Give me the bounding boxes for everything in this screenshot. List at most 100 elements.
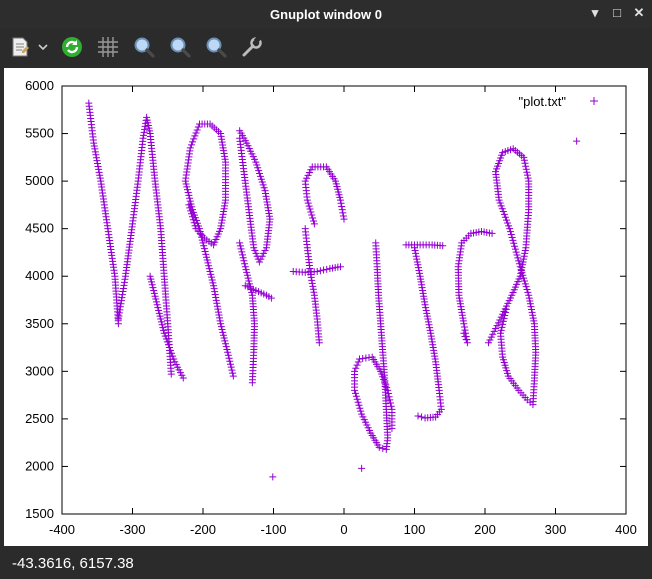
data-point [340, 215, 348, 223]
data-point [414, 412, 422, 420]
data-point [353, 361, 361, 369]
data-point [505, 222, 513, 230]
data-point [308, 276, 316, 284]
data-point [520, 255, 528, 263]
data-point [411, 247, 419, 255]
data-point [188, 203, 196, 211]
toolbar [0, 28, 652, 66]
data-point [522, 162, 530, 170]
data-point [510, 239, 518, 247]
data-point [96, 174, 104, 182]
data-point [119, 284, 127, 292]
data-point [252, 249, 260, 257]
data-point [423, 312, 431, 320]
data-point [203, 253, 211, 261]
data-point [511, 242, 519, 250]
data-point [303, 174, 311, 182]
data-point [313, 267, 321, 275]
data-point [198, 236, 206, 244]
settings-button[interactable] [238, 33, 266, 61]
data-point [219, 331, 227, 339]
data-point [523, 286, 531, 294]
data-point [155, 309, 163, 317]
data-point [248, 288, 256, 296]
data-point [210, 282, 218, 290]
grid-button[interactable] [94, 33, 122, 61]
data-point [512, 248, 520, 256]
data-point [529, 311, 537, 319]
data-point [95, 168, 103, 176]
options-dropdown[interactable] [36, 33, 50, 61]
data-point [148, 281, 156, 289]
data-point [200, 245, 208, 253]
data-point [358, 410, 366, 418]
data-point [199, 239, 207, 247]
data-point [260, 184, 268, 192]
zoom-previous-button[interactable] [130, 33, 158, 61]
data-point [96, 171, 104, 179]
data-point [238, 248, 246, 256]
copy-icon [8, 35, 32, 59]
data-point [496, 199, 504, 207]
data-point [355, 401, 363, 409]
data-point [222, 340, 230, 348]
data-point [315, 339, 323, 347]
window-controls: ▾ □ ✕ [588, 6, 646, 20]
data-point [120, 278, 128, 286]
plot-area[interactable]: -400 -300 -200 -100 0 100 200 300 400 1500 2000 250… [4, 68, 648, 546]
data-point [305, 202, 313, 210]
data-point [252, 158, 260, 166]
data-point [209, 279, 217, 287]
data-point [224, 348, 232, 356]
data-point [244, 274, 252, 282]
data-point [93, 157, 101, 165]
data-point [414, 264, 422, 272]
data-point [524, 288, 532, 296]
data-point [215, 311, 223, 319]
data-point [316, 267, 324, 275]
data-point [190, 135, 198, 143]
data-point [195, 120, 203, 128]
data-point [520, 153, 528, 161]
data-point [518, 264, 526, 272]
minimize-button[interactable]: ▾ [591, 5, 599, 20]
data-point [195, 225, 203, 233]
data-point [114, 315, 122, 323]
copy-button[interactable] [6, 33, 34, 61]
data-point [499, 208, 507, 216]
data-point [216, 314, 224, 322]
x-tick-label: -200 [190, 522, 216, 537]
data-point [208, 276, 216, 284]
data-point [148, 278, 156, 286]
status-bar: -43.3616, 6157.38 [0, 548, 652, 579]
data-point [414, 261, 422, 269]
maximize-button[interactable]: □ [613, 5, 621, 20]
close-button[interactable]: ✕ [633, 5, 645, 20]
data-point [522, 165, 530, 173]
data-point [352, 392, 360, 400]
y-tick-label: 2500 [25, 411, 54, 426]
y-tick-label: 3500 [25, 316, 54, 331]
data-point [120, 281, 128, 289]
data-point [202, 250, 210, 258]
unzoom-button[interactable] [202, 33, 230, 61]
data-point [187, 141, 195, 149]
data-point [487, 333, 495, 341]
data-point [191, 132, 199, 140]
data-point [309, 282, 317, 290]
zoom-next-button[interactable] [166, 33, 194, 61]
replot-button[interactable] [58, 33, 86, 61]
x-tick-label: -300 [119, 522, 145, 537]
data-point [301, 177, 309, 185]
data-point [260, 249, 268, 257]
data-point [200, 242, 208, 250]
data-point [307, 208, 315, 216]
data-point [339, 209, 347, 217]
y-tick-label: 4000 [25, 268, 54, 283]
data-point [514, 254, 522, 262]
data-point [157, 318, 165, 326]
data-point [193, 126, 201, 134]
data-point [519, 258, 527, 266]
data-point [117, 300, 125, 308]
scatter-chart[interactable]: -400 -300 -200 -100 0 100 200 300 400 1500 2000 250… [4, 68, 648, 546]
